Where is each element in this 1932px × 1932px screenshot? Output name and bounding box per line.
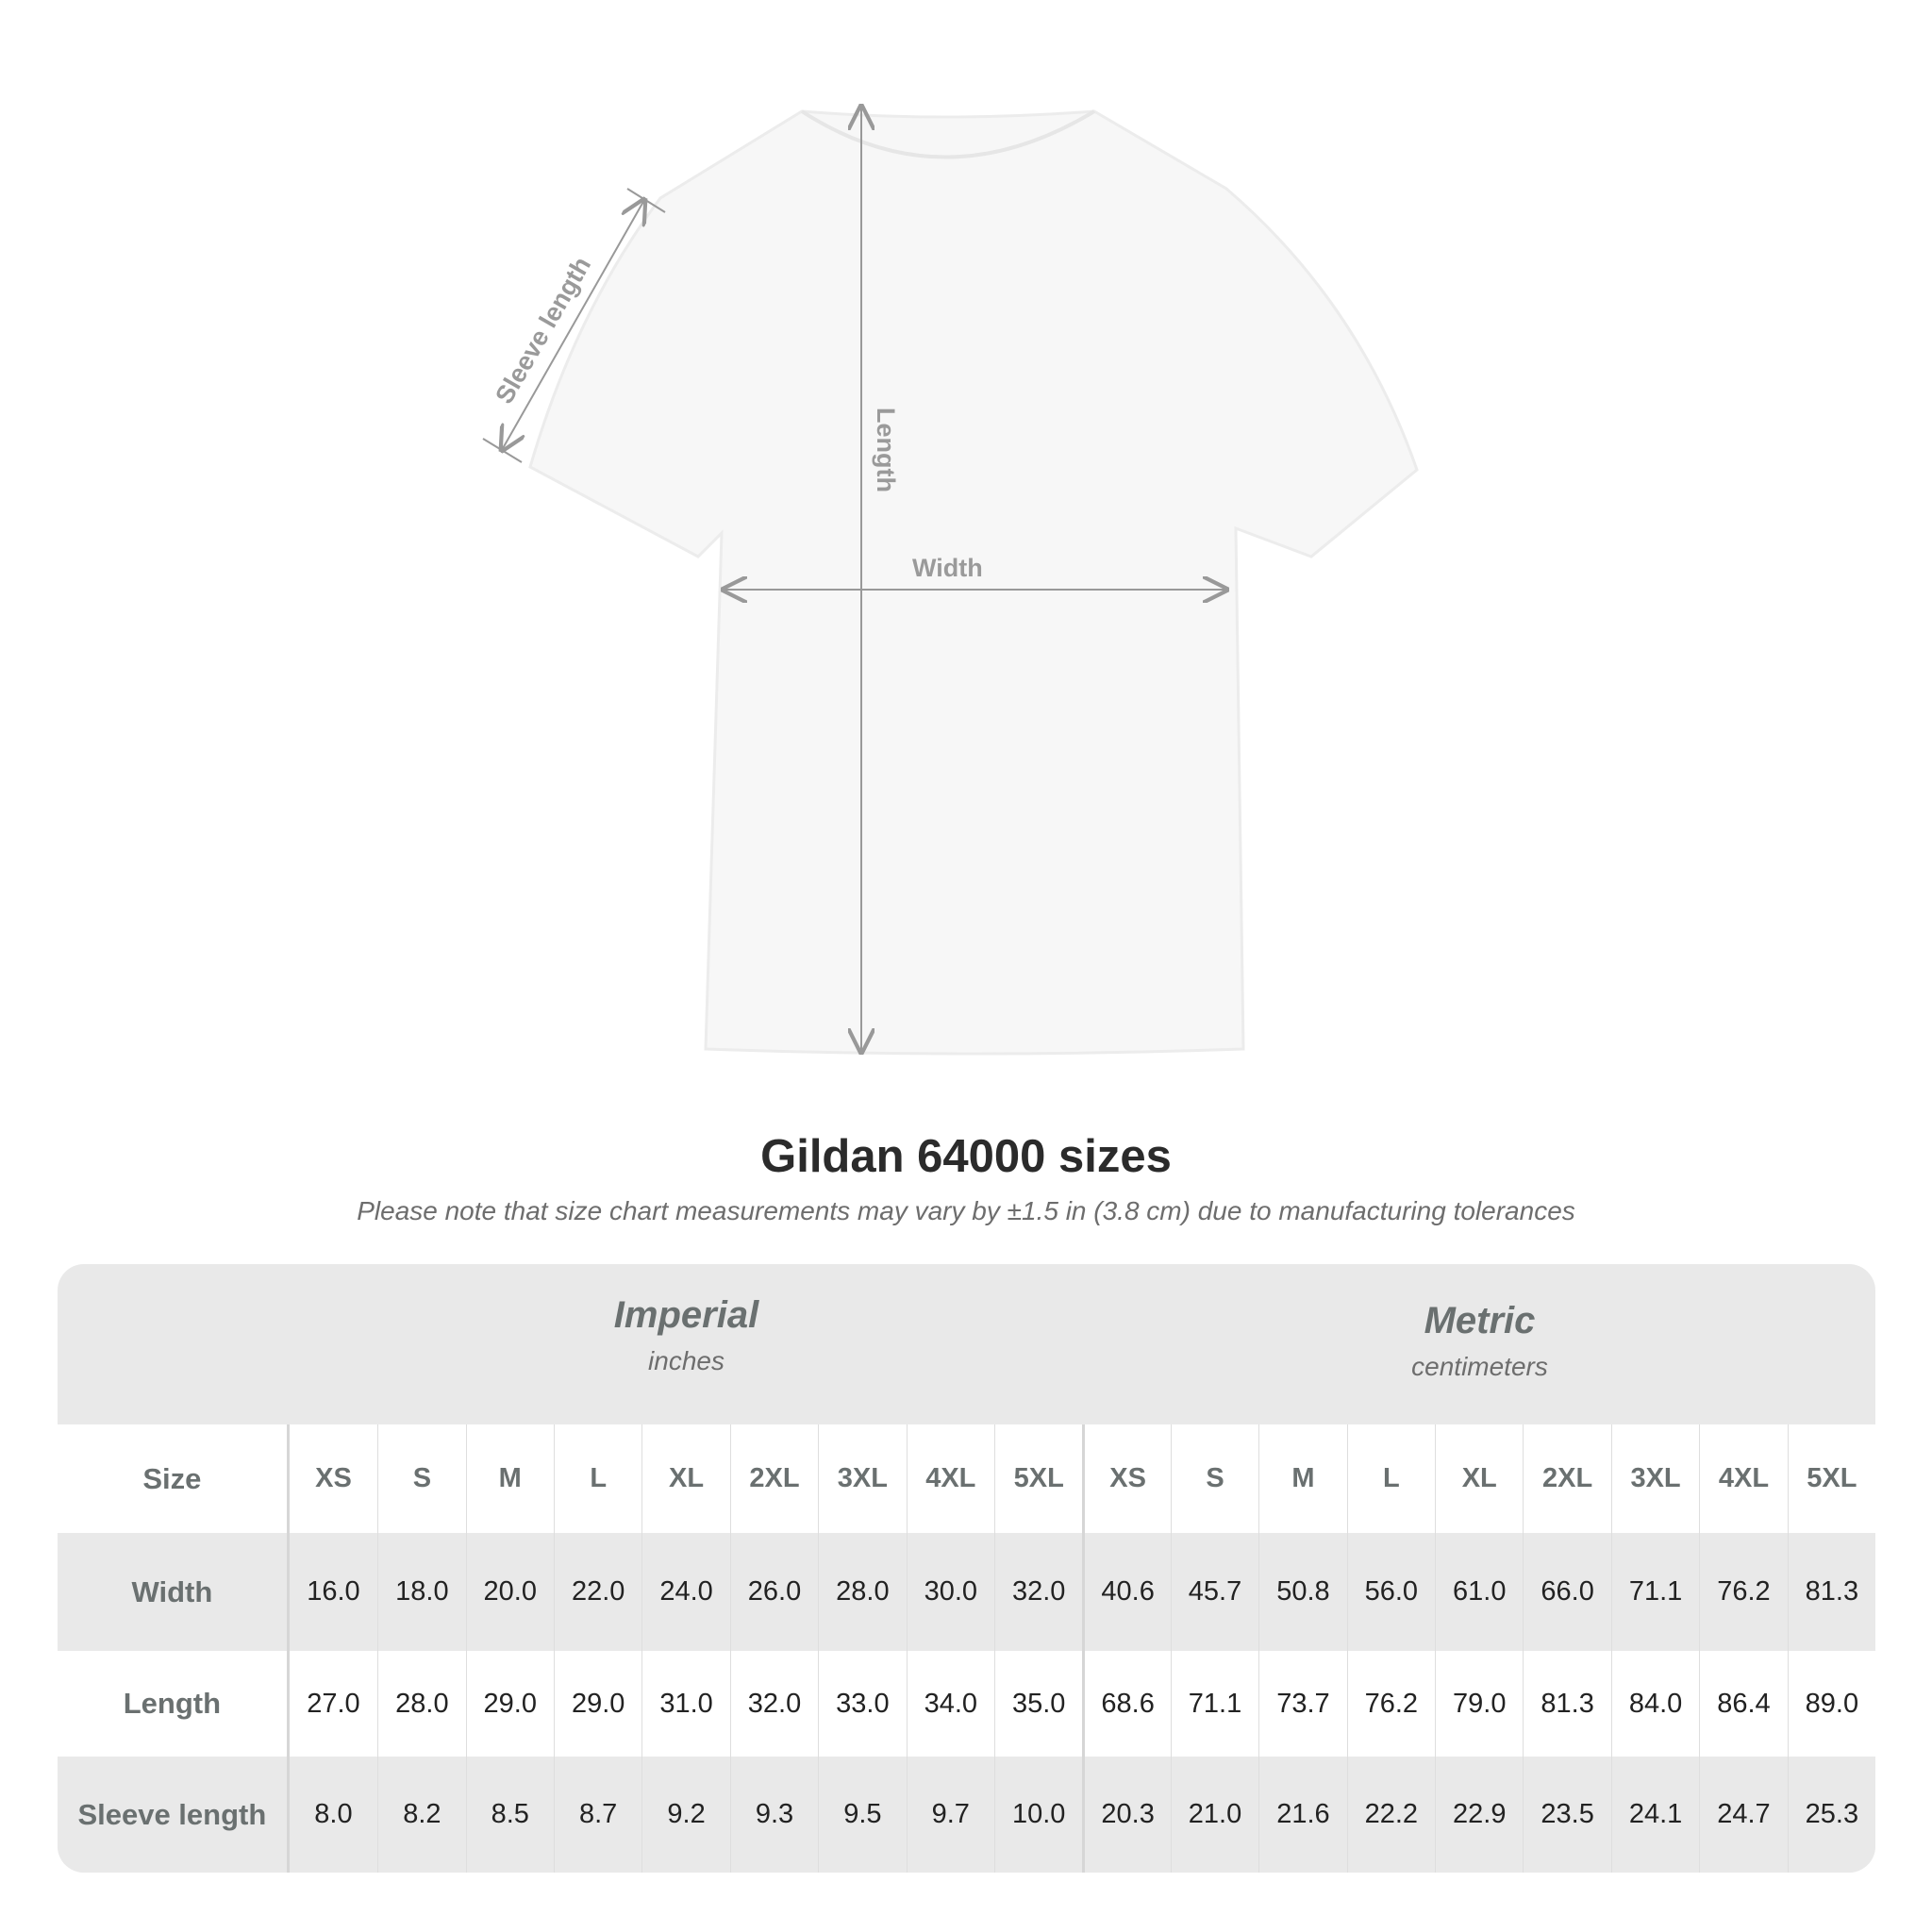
tolerance-note: Please note that size chart measurements… (357, 1196, 1575, 1225)
imperial-cell: 35.0 (994, 1651, 1082, 1757)
imperial-cell: 18.0 (377, 1533, 465, 1651)
imperial-cell: 8.2 (377, 1757, 465, 1873)
imperial-label: Imperial (613, 1294, 759, 1336)
table-row-sleeve-length: Sleeve length 8.0 8.2 8.5 8.7 9.2 9.3 9.5 9.7 10.… (58, 1757, 1875, 1873)
imperial-cell: 28.0 (818, 1533, 906, 1651)
row-label: Sleeve length (58, 1757, 290, 1873)
size-table: Imperial inches Metric centimeters Size X… (58, 1264, 1875, 1873)
table-row-length: Length 27.0 28.0 29.0 29.0 31.0 32.0 33.0 34.0 35… (58, 1651, 1875, 1757)
length-label: Length (872, 408, 900, 492)
metric-header: Metric centimeters (1083, 1300, 1875, 1460)
metric-cell: 23.5 (1523, 1757, 1610, 1873)
table-row-width: Width 16.0 18.0 20.0 22.0 24.0 26.0 28.0 30.0 32.… (58, 1533, 1875, 1651)
imperial-cell: 8.7 (553, 1757, 641, 1873)
metric-cell: 20.3 (1082, 1757, 1170, 1873)
sleeve-measure-line (502, 200, 644, 450)
imperial-size-header: M (465, 1424, 554, 1533)
imperial-cell: 32.0 (729, 1651, 818, 1757)
metric-cell: 56.0 (1346, 1533, 1435, 1651)
imperial-cell: 9.5 (818, 1757, 906, 1873)
metric-size-header: XL (1435, 1424, 1523, 1533)
metric-cell: 40.6 (1082, 1533, 1170, 1651)
tshirt-shape (528, 109, 1419, 1056)
metric-size-header: 4XL (1699, 1424, 1787, 1533)
metric-cell: 24.7 (1699, 1757, 1787, 1873)
row-label: Width (58, 1533, 290, 1651)
metric-unit: centimeters (1411, 1352, 1548, 1381)
metric-cell: 81.3 (1523, 1651, 1610, 1757)
row-label: Size (58, 1424, 290, 1533)
metric-size-header: M (1258, 1424, 1346, 1533)
metric-cell: 81.3 (1787, 1533, 1875, 1651)
imperial-cell: 27.0 (307, 1688, 360, 1719)
size-header-row: Size XS S M L XL 2XL 3XL 4XL 5XL XS S M L XL 2XL 3XL 4XL 5… (58, 1424, 1875, 1533)
page-title: Gildan 64000 sizes (760, 1131, 1172, 1182)
imperial-cell: 8.0 (314, 1799, 353, 1829)
imperial-cell: 31.0 (641, 1651, 729, 1757)
metric-cell: 21.6 (1258, 1757, 1346, 1873)
imperial-cell: 29.0 (465, 1651, 554, 1757)
metric-cell: 25.3 (1787, 1757, 1875, 1873)
metric-size-header: 5XL (1787, 1424, 1875, 1533)
metric-cell: 73.7 (1258, 1651, 1346, 1757)
imperial-cell: 9.7 (906, 1757, 994, 1873)
imperial-unit: inches (648, 1346, 724, 1375)
imperial-size-header: XS (315, 1463, 352, 1493)
metric-cell: 76.2 (1346, 1651, 1435, 1757)
metric-cell: 71.1 (1170, 1651, 1258, 1757)
metric-label: Metric (1424, 1300, 1536, 1341)
metric-size-header: 2XL (1523, 1424, 1610, 1533)
metric-size-header: XS (1082, 1424, 1170, 1533)
metric-size-header: L (1346, 1424, 1435, 1533)
metric-cell: 21.0 (1170, 1757, 1258, 1873)
imperial-size-header: 3XL (818, 1424, 906, 1533)
width-label: Width (912, 554, 983, 582)
metric-cell: 50.8 (1258, 1533, 1346, 1651)
imperial-size-header: 4XL (906, 1424, 994, 1533)
imperial-cell: 29.0 (553, 1651, 641, 1757)
metric-cell: 68.6 (1082, 1651, 1170, 1757)
metric-size-header: S (1170, 1424, 1258, 1533)
metric-cell: 79.0 (1435, 1651, 1523, 1757)
imperial-size-header: XL (641, 1424, 729, 1533)
metric-size-header: 3XL (1610, 1424, 1699, 1533)
imperial-cell: 9.3 (729, 1757, 818, 1873)
imperial-cell: 8.5 (465, 1757, 554, 1873)
imperial-header: Imperial inches (290, 1294, 1083, 1455)
imperial-cell: 34.0 (906, 1651, 994, 1757)
metric-cell: 76.2 (1699, 1533, 1787, 1651)
metric-cell: 71.1 (1610, 1533, 1699, 1651)
imperial-size-header: L (553, 1424, 641, 1533)
imperial-size-header: S (377, 1424, 465, 1533)
imperial-cell: 30.0 (906, 1533, 994, 1651)
imperial-cell: 32.0 (994, 1533, 1082, 1651)
imperial-size-header: 2XL (729, 1424, 818, 1533)
metric-cell: 86.4 (1699, 1651, 1787, 1757)
metric-cell: 84.0 (1610, 1651, 1699, 1757)
imperial-cell: 28.0 (377, 1651, 465, 1757)
metric-cell: 66.0 (1523, 1533, 1610, 1651)
imperial-cell: 10.0 (994, 1757, 1082, 1873)
metric-cell: 22.2 (1346, 1757, 1435, 1873)
metric-cell: 22.9 (1435, 1757, 1523, 1873)
imperial-cell: 22.0 (553, 1533, 641, 1651)
metric-cell: 61.0 (1435, 1533, 1523, 1651)
imperial-cell: 26.0 (729, 1533, 818, 1651)
tshirt-diagram: Sleeve length Length Width (482, 0, 1419, 1056)
imperial-cell: 20.0 (465, 1533, 554, 1651)
imperial-cell: 24.0 (641, 1533, 729, 1651)
imperial-cell: 16.0 (307, 1576, 360, 1607)
imperial-cell: 9.2 (641, 1757, 729, 1873)
metric-cell: 89.0 (1787, 1651, 1875, 1757)
metric-cell: 24.1 (1610, 1757, 1699, 1873)
row-label: Length (58, 1651, 290, 1757)
metric-cell: 45.7 (1170, 1533, 1258, 1651)
imperial-cell: 33.0 (818, 1651, 906, 1757)
imperial-size-header: 5XL (994, 1424, 1082, 1533)
